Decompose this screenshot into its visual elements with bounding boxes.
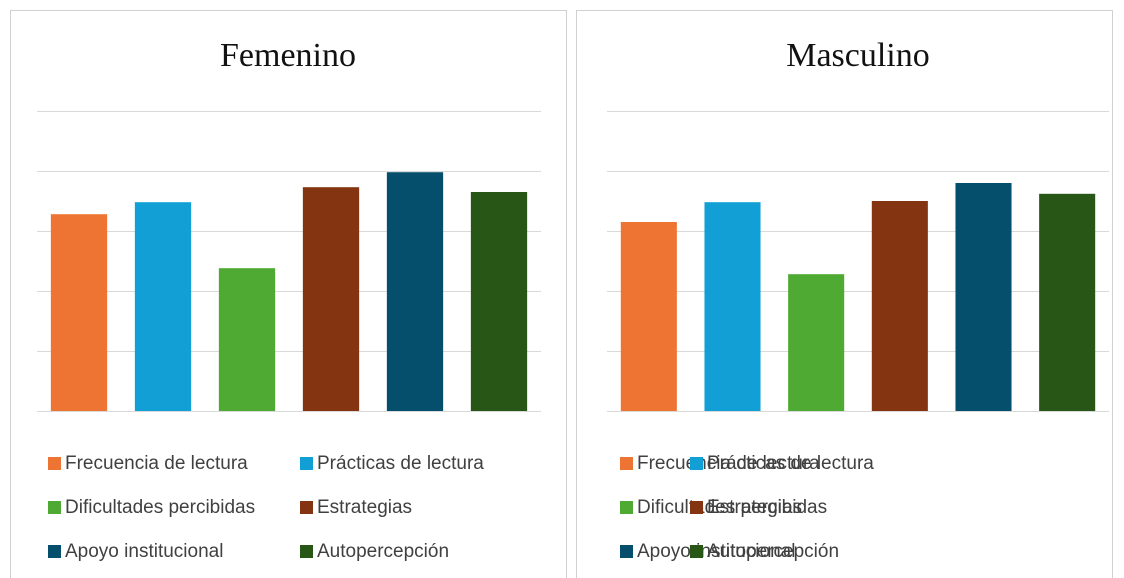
- legend-swatch: [620, 545, 633, 558]
- legend-label: Autopercepción: [707, 541, 839, 562]
- bar: [620, 222, 677, 411]
- bar: [788, 274, 845, 411]
- legend-label: Dificultades percibidas: [65, 497, 255, 518]
- legend-swatch: [48, 545, 61, 558]
- legend-swatch: [48, 457, 61, 470]
- legend-swatch: [300, 501, 313, 514]
- bar: [134, 202, 192, 411]
- bar: [50, 214, 108, 411]
- legend-label: Prácticas de lectura: [707, 453, 874, 474]
- bar: [470, 192, 528, 411]
- legend-swatch: [690, 545, 703, 558]
- bar: [871, 201, 928, 411]
- bar: [1039, 193, 1096, 411]
- bar: [302, 187, 360, 411]
- legend-label: Apoyo institucional: [65, 541, 223, 562]
- legend-label: Frecuencia de lectura: [637, 453, 820, 474]
- legend-label: Estrategias: [317, 497, 412, 518]
- legend-swatch: [300, 545, 313, 558]
- legend-label: Prácticas de lectura: [317, 453, 484, 474]
- legend-label: Apoyo institucional: [637, 541, 795, 562]
- legend-swatch: [690, 457, 703, 470]
- legend-label: Autopercepción: [317, 541, 449, 562]
- chart-title: Femenino: [220, 37, 356, 74]
- chart-title: Masculino: [786, 37, 930, 74]
- legend-swatch: [620, 501, 633, 514]
- bar: [386, 172, 444, 411]
- legend-swatch: [620, 457, 633, 470]
- legend-swatch: [48, 501, 61, 514]
- legend-label: Dificultades percibidas: [637, 497, 827, 518]
- legend-label: Frecuencia de lectura: [65, 453, 248, 474]
- legend-label: Estrategias: [707, 497, 802, 518]
- bar: [955, 183, 1012, 411]
- bar: [218, 268, 276, 411]
- legend-swatch: [690, 501, 703, 514]
- legend-swatch: [300, 457, 313, 470]
- panel: [10, 10, 567, 578]
- bar: [704, 202, 761, 411]
- panel: [576, 10, 1113, 578]
